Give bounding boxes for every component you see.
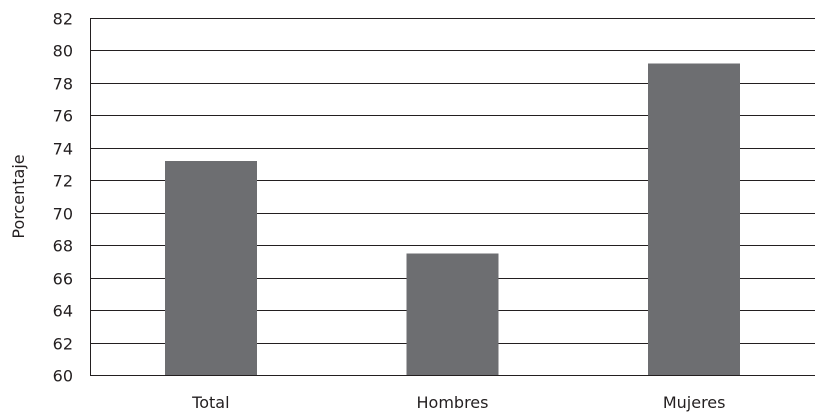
y-tick-label: 70: [53, 205, 73, 224]
y-tick-label: 64: [53, 302, 73, 321]
x-tick-label: Mujeres: [663, 393, 726, 412]
y-tick-label: 78: [53, 75, 73, 94]
y-tick-label: 80: [53, 42, 73, 61]
y-tick-labels: 60 62 64 66 68 70 72 74 76 78 80 82: [53, 10, 73, 386]
y-tick-label: 72: [53, 172, 73, 191]
y-tick-label: 62: [53, 335, 73, 354]
x-tick-label: Total: [191, 393, 229, 412]
y-tick-label: 82: [53, 10, 73, 29]
bar-mujeres: [648, 63, 741, 375]
x-tick-labels: Total Hombres Mujeres: [191, 393, 725, 412]
y-tick-label: 74: [53, 140, 73, 159]
y-axis-title: Porcentaje: [9, 154, 28, 238]
y-tick-label: 60: [53, 367, 73, 386]
bar-total: [164, 160, 257, 375]
y-tick-label: 66: [53, 270, 73, 289]
y-tick-label: 76: [53, 107, 73, 126]
y-tick-label: 68: [53, 237, 73, 256]
bars: [164, 63, 741, 375]
x-tick-label: Hombres: [417, 393, 489, 412]
bar-hombres: [406, 253, 499, 375]
